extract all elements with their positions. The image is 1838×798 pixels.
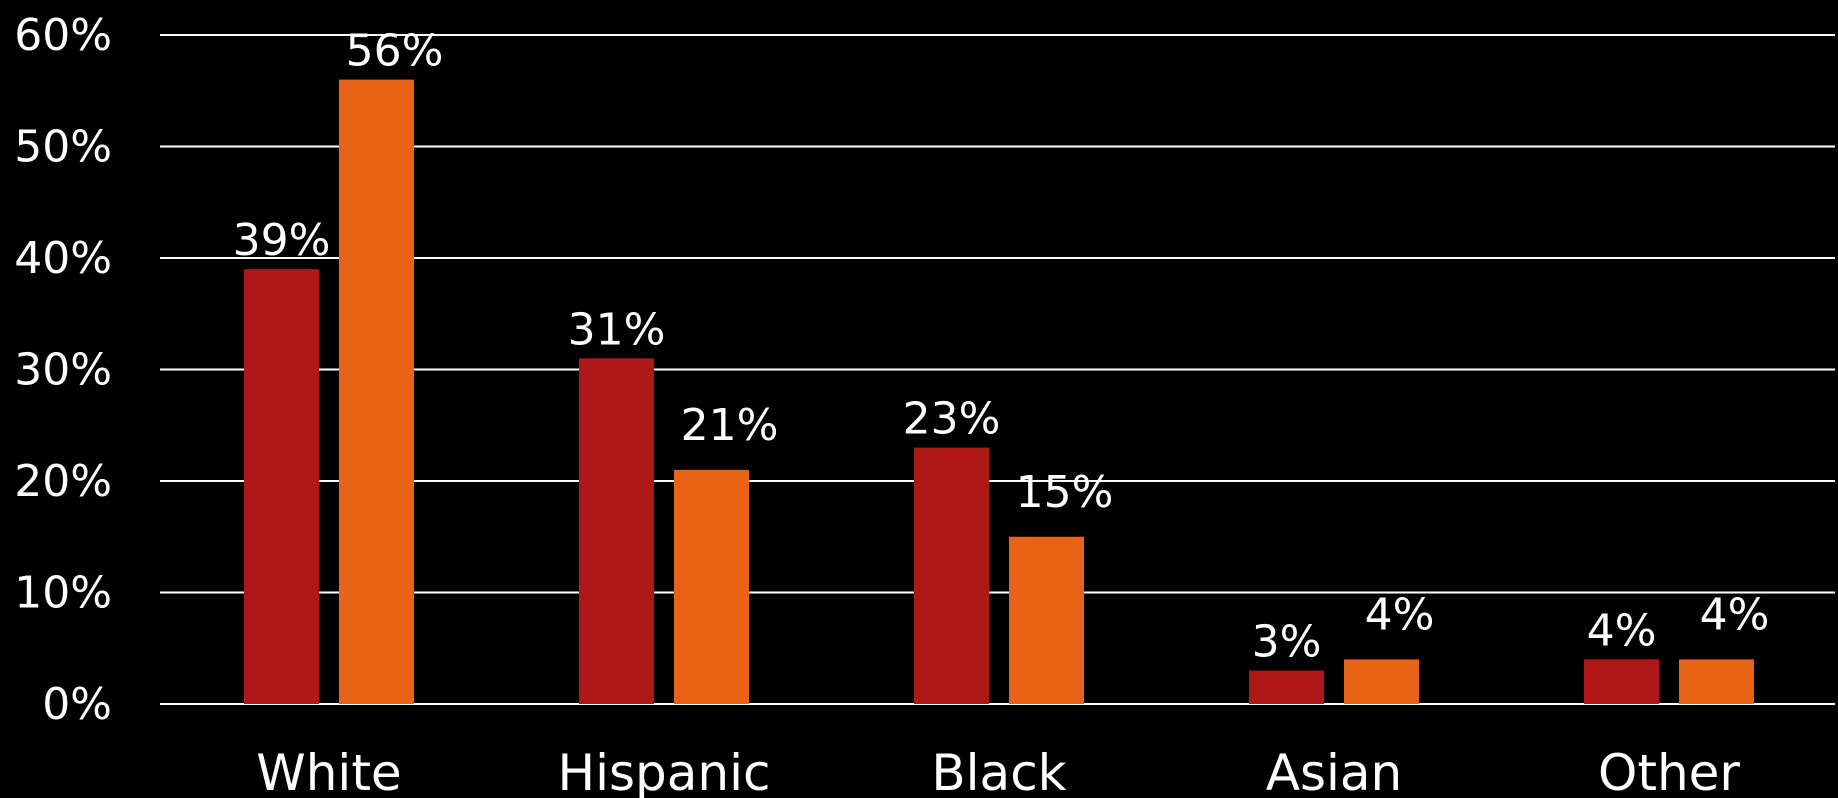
bar [339, 79, 414, 705]
x-category-label: Asian [1266, 744, 1402, 798]
x-axis-category-labels: White Hispanic Black Asian Other [256, 744, 1740, 798]
bar [1249, 670, 1324, 704]
data-label: 4% [1365, 589, 1435, 640]
bar [674, 469, 749, 704]
data-label: 39% [233, 215, 331, 266]
bar [1679, 659, 1754, 704]
data-label: 31% [568, 304, 666, 355]
y-tick-label: 40% [14, 233, 112, 284]
y-tick-label: 30% [14, 345, 112, 396]
gridlines [160, 34, 1835, 705]
x-category-label: Hispanic [558, 744, 771, 798]
bar [1344, 659, 1419, 704]
data-label: 23% [903, 394, 1001, 445]
x-category-label: Black [931, 744, 1066, 798]
y-tick-label: 60% [14, 10, 112, 61]
y-tick-label: 0% [42, 679, 112, 730]
data-label: 56% [346, 26, 444, 77]
x-category-label: White [256, 744, 401, 798]
bar [244, 269, 319, 704]
x-category-label: Other [1598, 744, 1740, 798]
bars [244, 79, 1754, 705]
data-label: 4% [1700, 589, 1770, 640]
bar [1009, 536, 1084, 704]
data-label: 3% [1252, 617, 1322, 668]
y-tick-label: 20% [14, 456, 112, 507]
y-tick-label: 10% [14, 568, 112, 619]
data-label: 4% [1587, 605, 1657, 656]
bar [579, 358, 654, 704]
data-label: 21% [681, 400, 779, 451]
bar [1584, 659, 1659, 704]
bar [914, 447, 989, 704]
data-label: 15% [1016, 467, 1114, 518]
data-labels: 39% 56% 31% 21% 23% 15% 3% 4% 4% 4% [233, 26, 1770, 668]
y-axis-tick-labels: 0% 10% 20% 30% 40% 50% 60% [14, 10, 112, 730]
y-tick-label: 50% [14, 122, 112, 173]
